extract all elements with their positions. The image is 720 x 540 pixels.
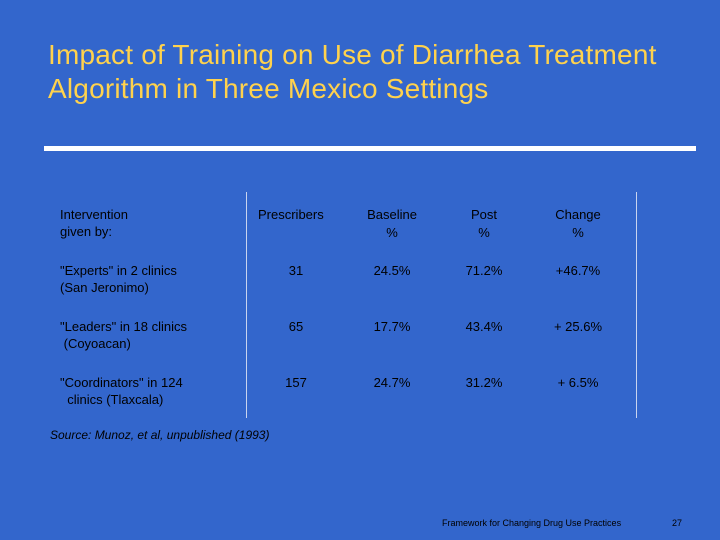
table-row-3-change: + 6.5%: [557, 375, 599, 390]
table-row-3-baseline: 24.7%: [373, 375, 411, 390]
table-row-1-post: 71.2%: [465, 263, 503, 278]
table-row-2-prescribers: 65: [288, 319, 304, 334]
page-number: 27: [672, 518, 683, 528]
header-post: Post: [470, 207, 497, 222]
table-row-1-change: +46.7%: [555, 263, 601, 278]
header-intervention: Intervention given by:: [60, 207, 128, 239]
header-baseline: Baseline: [367, 207, 417, 222]
table-row-2-intervention: "Leaders" in 18 clinics (Coyoacan): [60, 319, 188, 351]
slide-footer: Framework for Changing Drug Use Practice…: [442, 518, 622, 528]
header-change-unit: %: [572, 225, 584, 240]
header-prescribers: Prescribers: [258, 207, 324, 222]
table-row-3-prescribers: 157: [285, 375, 307, 390]
table-row-2-change: + 25.6%: [553, 319, 603, 334]
table-row-1-baseline: 24.5%: [373, 263, 411, 278]
table-column-divider: [246, 192, 247, 418]
title-underline: [44, 146, 696, 151]
table-row-3-post: 31.2%: [465, 375, 503, 390]
table-row-2-baseline: 17.7%: [373, 319, 411, 334]
table-row-3-intervention: "Coordinators" in 124 clinics (Tlaxcala): [60, 375, 183, 407]
table-row-1-prescribers: 31: [288, 263, 304, 278]
header-change: Change: [555, 207, 601, 222]
table-row-1-intervention: "Experts" in 2 clinics (San Jeronimo): [60, 263, 177, 295]
header-post-unit: %: [478, 225, 490, 240]
header-baseline-unit: %: [386, 225, 398, 240]
table-row-2-post: 43.4%: [465, 319, 503, 334]
data-table: [48, 192, 637, 418]
slide-title: Impact of Training on Use of Diarrhea Tr…: [48, 39, 657, 104]
source-citation: Source: Munoz, et al, unpublished (1993): [50, 428, 270, 442]
